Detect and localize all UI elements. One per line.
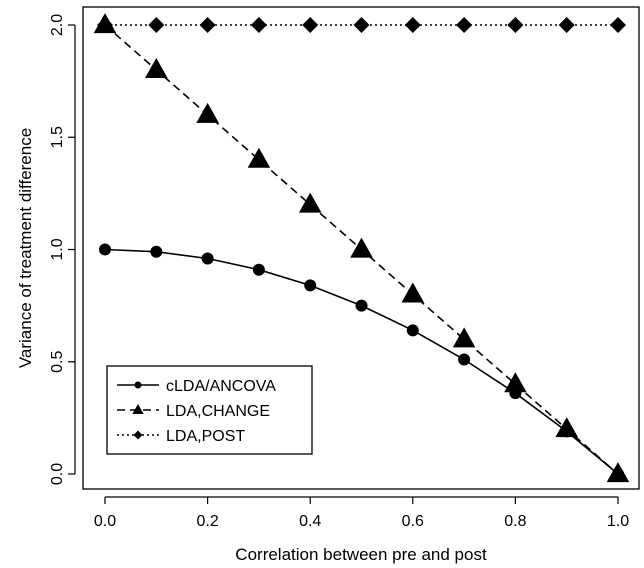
y-axis: 0.0 0.5 1.0 1.5 2.0 [49,14,76,485]
y-axis-title: Variance of treatment difference [16,128,35,368]
data-point [353,17,370,33]
data-point [145,57,168,78]
y-tick-label: 0.0 [49,463,66,485]
legend-label: LDA,CHANGE [166,403,270,420]
x-tick-label: 0.0 [94,513,116,530]
data-point [606,462,630,483]
data-point [97,17,113,33]
data-point [452,327,476,348]
y-tick-label: 2.0 [49,14,66,36]
y-tick-label: 1.0 [49,238,66,260]
x-tick-label: 0.2 [196,513,218,530]
data-point [610,17,626,33]
x-tick-label: 0.6 [402,513,424,530]
data-point [247,147,271,168]
data-point [304,279,317,292]
series-lda-post [97,17,626,33]
plot-frame [82,6,640,490]
legend-label: LDA,POST [166,428,245,445]
legend-marker [134,381,142,389]
data-point [401,282,425,303]
legend-marker [133,430,143,440]
data-point [250,17,267,33]
data-point [350,237,373,258]
x-axis: 0.0 0.2 0.4 0.6 0.8 1.0 [94,496,629,530]
data-point [456,17,473,33]
data-point [201,252,214,265]
data-point [558,17,575,33]
data-point [302,17,319,33]
data-point [404,17,421,33]
legend: cLDA/ANCOVA LDA,CHANGE LDA,POST [106,365,313,455]
x-tick-label: 0.4 [299,513,321,530]
x-tick-label: 0.8 [504,513,526,530]
data-point [252,263,265,276]
data-point [555,417,578,438]
data-point [355,299,368,312]
data-point [150,245,163,258]
legend-marker [132,404,144,415]
series-layer [93,13,630,483]
series-lda-change [93,13,630,483]
legend-label: cLDA/ANCOVA [166,378,276,395]
data-point [406,324,419,337]
data-point [148,17,165,33]
data-point [458,353,471,366]
data-point [504,372,527,393]
data-point [196,102,219,123]
y-tick-label: 1.5 [49,126,66,148]
y-tick-label: 0.5 [49,351,66,373]
data-point [199,17,216,33]
data-point [99,243,111,256]
data-point [507,17,524,33]
x-axis-title: Correlation between pre and post [235,545,487,564]
x-tick-label: 1.0 [607,513,629,530]
data-point [298,192,322,213]
